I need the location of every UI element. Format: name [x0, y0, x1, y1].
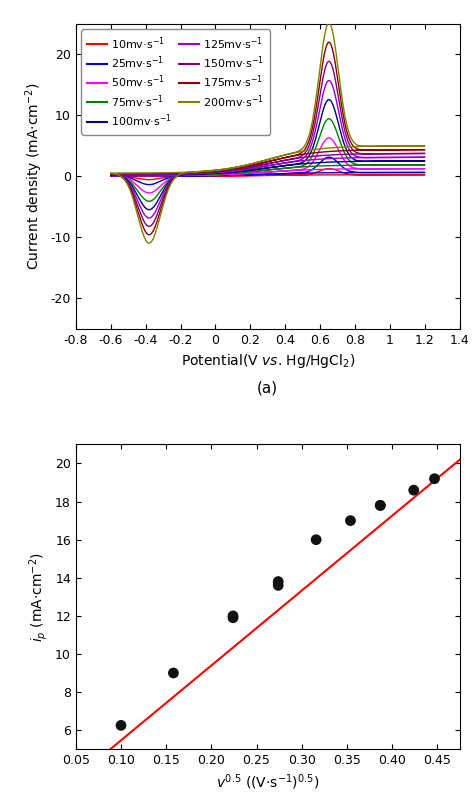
Legend: 10mv·s$^{-1}$, 25mv·s$^{-1}$, 50mv·s$^{-1}$, 75mv·s$^{-1}$, 100mv·s$^{-1}$, 125m: 10mv·s$^{-1}$, 25mv·s$^{-1}$, 50mv·s$^{-… — [82, 29, 270, 135]
X-axis label: $v^{0.5}$ ((V·s$^{-1})^{0.5}$): $v^{0.5}$ ((V·s$^{-1})^{0.5}$) — [216, 772, 319, 792]
X-axis label: Potential(V $\it{vs}$. Hg/HgCl$_2$): Potential(V $\it{vs}$. Hg/HgCl$_2$) — [181, 352, 355, 370]
Point — [376, 499, 384, 512]
Point — [346, 514, 354, 527]
Text: (a): (a) — [257, 380, 278, 395]
Point — [410, 484, 418, 497]
Point — [274, 579, 282, 591]
Y-axis label: Current density (mA·cm$^{-2}$): Current density (mA·cm$^{-2}$) — [23, 83, 45, 270]
Point — [229, 610, 237, 622]
Point — [117, 719, 125, 732]
Point — [431, 473, 438, 485]
Point — [274, 575, 282, 588]
Point — [376, 499, 384, 512]
Point — [312, 533, 320, 546]
Y-axis label: $i_p$ (mA·cm$^{-2}$): $i_p$ (mA·cm$^{-2}$) — [27, 552, 50, 642]
Point — [229, 611, 237, 624]
Point — [170, 666, 177, 679]
